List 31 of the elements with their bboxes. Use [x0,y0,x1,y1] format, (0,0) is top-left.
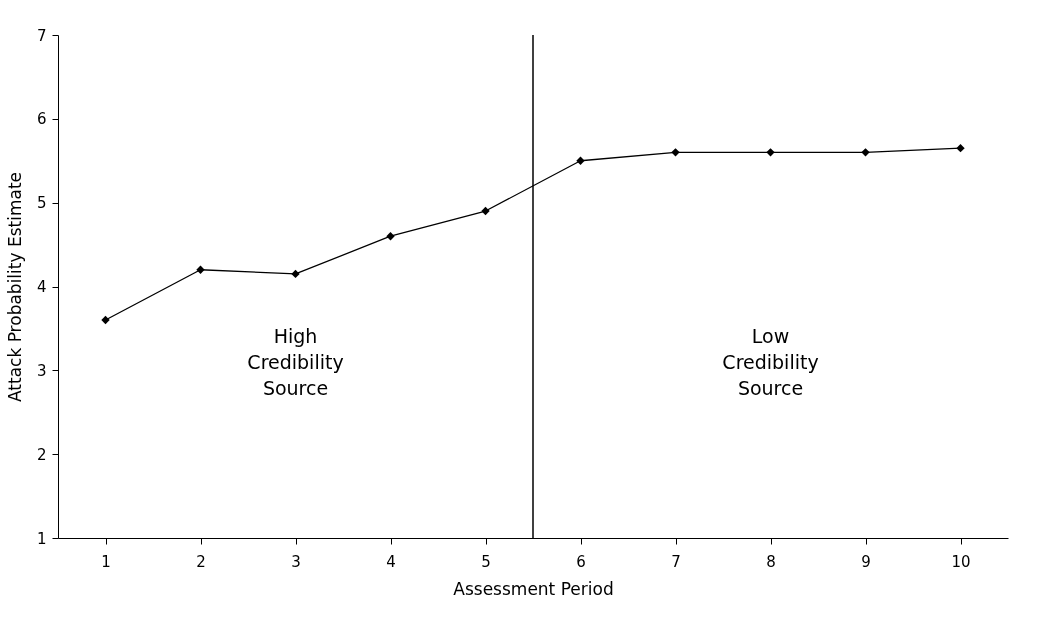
y-tick-label: 7 [36,26,47,45]
y-tick-label: 6 [36,110,47,129]
x-tick-label: 8 [766,552,776,571]
point [671,148,680,157]
x-tick-label: 3 [291,552,301,571]
x-tick-label: 2 [196,552,206,571]
point [481,206,490,216]
annotation: Low Credibility Source [722,324,819,399]
y-tick-label: 1 [36,529,47,548]
x-tick-label: 1 [101,552,111,571]
x-tick-label: 4 [386,552,396,571]
x-tick-label: 5 [481,552,491,571]
x-axis-title: Assessment Period [453,578,614,599]
point [196,265,205,274]
x-tick-label: 9 [861,552,871,571]
point [291,269,300,279]
y-tick-label: 5 [36,194,47,213]
y-axis-title: Attack Probability Estimate [4,171,25,403]
point [101,315,110,325]
y-tick-label: 2 [36,445,47,464]
point [861,148,870,157]
point [956,143,965,153]
x-tick-label: 7 [671,552,681,571]
x-tick-label: 10 [951,552,971,571]
x-tick-label: 6 [576,552,586,571]
annotation: High Credibility Source [247,324,344,399]
y-tick-label: 4 [36,278,47,296]
point [386,232,395,241]
point [576,156,585,165]
point [766,148,775,157]
y-tick-label: 3 [36,361,47,380]
